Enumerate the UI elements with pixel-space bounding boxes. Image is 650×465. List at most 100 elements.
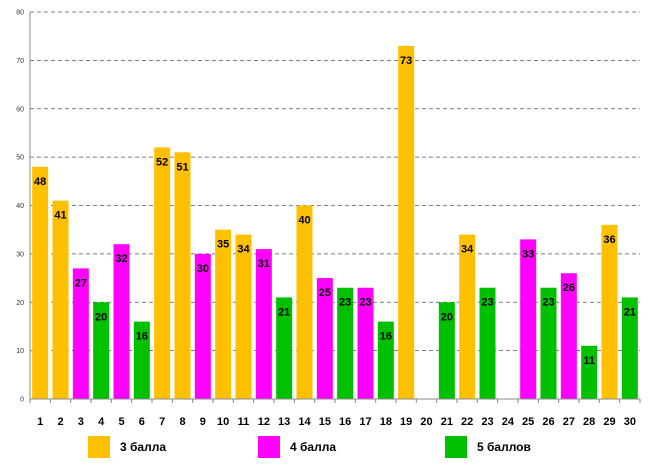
y-tick-label: 40 [16, 203, 24, 210]
bar-8 [174, 152, 191, 399]
data-label-6: 16 [136, 331, 148, 343]
bar-22 [459, 234, 476, 399]
data-label-19: 73 [400, 55, 412, 67]
bar-12 [255, 249, 272, 399]
data-label-5: 32 [115, 253, 127, 265]
x-tick-label: 15 [319, 416, 331, 428]
bar-14 [296, 205, 313, 399]
data-label-18: 16 [380, 331, 392, 343]
bar-10 [215, 229, 232, 399]
data-label-17: 23 [359, 297, 371, 309]
bar-23 [479, 287, 496, 399]
x-tick-label: 23 [481, 416, 493, 428]
x-tick-label: 3 [78, 416, 84, 428]
data-label-12: 31 [258, 258, 270, 270]
data-label-8: 51 [176, 161, 188, 173]
data-labels: 48 41 27 20 32 16 52 51 30 35 34 31 21 40 25 23 23 16 73 20… [34, 55, 636, 367]
bar-28 [581, 345, 598, 399]
x-tick-label: 28 [583, 416, 595, 428]
bar-26 [540, 287, 557, 399]
bar-1 [32, 166, 49, 399]
bar-18 [377, 321, 394, 399]
legend-item-5-ballov: 5 баллов [445, 434, 531, 460]
data-label-16: 23 [339, 297, 351, 309]
bar-29 [601, 224, 618, 399]
bar-2 [52, 200, 69, 399]
bar-4 [93, 302, 110, 399]
bar-15 [316, 278, 333, 399]
bar-6 [133, 321, 150, 399]
x-tick-label: 22 [461, 416, 473, 428]
x-tick-label: 11 [238, 416, 250, 428]
bar-7 [154, 147, 171, 399]
data-label-9: 30 [197, 263, 209, 275]
legend-label-5-ballov: 5 баллов [477, 440, 531, 454]
gridlines [30, 11, 640, 352]
bar-11 [235, 234, 252, 399]
data-label-4: 20 [95, 311, 107, 323]
y-tick-label: 10 [16, 348, 24, 355]
x-tick-label: 6 [139, 416, 145, 428]
data-label-29: 36 [603, 234, 615, 246]
x-tick-label: 30 [624, 416, 636, 428]
legend-label-3-balla: 3 балла [120, 440, 167, 454]
bar-25 [520, 239, 537, 399]
x-tick-label: 1 [37, 416, 43, 428]
x-tick-label: 4 [98, 416, 105, 428]
y-tick-label: 70 [16, 58, 24, 65]
y-tick-label: 80 [16, 10, 24, 17]
data-label-27: 26 [563, 282, 575, 294]
x-tick-label: 19 [400, 416, 412, 428]
x-tick-label: 16 [339, 416, 351, 428]
data-label-23: 23 [481, 297, 493, 309]
y-tick-label: 50 [16, 155, 24, 162]
data-label-22: 34 [461, 244, 474, 256]
bar-5 [113, 244, 130, 399]
x-tick-label: 21 [441, 416, 453, 428]
legend-item-3-balla: 3 балла [88, 434, 166, 460]
data-label-21: 20 [441, 311, 453, 323]
legend-label-4-balla: 4 балла [290, 440, 337, 454]
data-label-14: 40 [298, 215, 310, 227]
data-label-28: 11 [583, 355, 595, 367]
legend-swatch-4-balla [258, 436, 280, 458]
data-label-11: 34 [237, 244, 250, 256]
bars [32, 45, 638, 400]
y-tick-label: 30 [16, 251, 24, 258]
bar-21 [438, 302, 455, 399]
x-tick-label: 29 [603, 416, 615, 428]
y-tick-label: 20 [16, 300, 24, 307]
bar-17 [357, 287, 374, 399]
legend-item-4-balla: 4 балла [258, 434, 336, 460]
bar-9 [194, 253, 211, 399]
legend-swatch-5-ballov [445, 436, 467, 458]
data-label-15: 25 [319, 287, 331, 299]
bar-16 [337, 287, 354, 399]
data-label-1: 48 [34, 176, 46, 188]
x-tick-label: 13 [278, 416, 290, 428]
y-tick-label: 60 [16, 106, 24, 113]
data-label-26: 23 [542, 297, 554, 309]
legend-swatch-3-balla [88, 436, 110, 458]
bar-19 [398, 45, 415, 400]
data-label-3: 27 [75, 277, 87, 289]
y-tick-label: 0 [20, 397, 24, 404]
x-tick-label: 26 [542, 416, 554, 428]
bar-30 [621, 297, 638, 399]
x-tick-label: 9 [200, 416, 206, 428]
x-tick-label: 24 [502, 416, 515, 428]
data-label-7: 52 [156, 156, 168, 168]
x-tick-label: 25 [522, 416, 534, 428]
x-tick-label: 18 [380, 416, 392, 428]
bar-3 [72, 268, 89, 399]
x-tick-label: 7 [159, 416, 165, 428]
x-tick-label: 17 [359, 416, 371, 428]
bar-13 [276, 297, 293, 399]
x-tick-label: 20 [420, 416, 432, 428]
bar-27 [560, 273, 577, 399]
x-tick-label: 5 [118, 416, 124, 428]
data-label-13: 21 [278, 306, 290, 318]
data-label-2: 41 [54, 210, 66, 222]
